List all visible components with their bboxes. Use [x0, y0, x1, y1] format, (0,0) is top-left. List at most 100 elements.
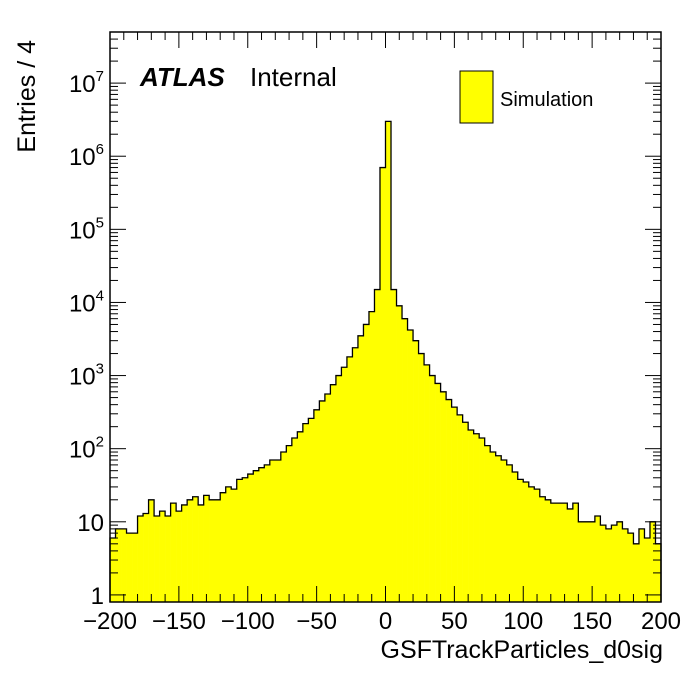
- histogram-bar: [187, 499, 193, 602]
- histogram-bar: [363, 324, 370, 602]
- histogram-bar: [446, 399, 452, 602]
- histogram-bar: [523, 482, 530, 602]
- histogram-bar: [181, 504, 188, 602]
- histogram-bar: [236, 479, 243, 602]
- labels-layer: −200 −150 −100 −50 0 50 100 150 200 1 10 102 103 104 1…: [69, 68, 681, 635]
- histogram-bar: [528, 486, 535, 602]
- histogram-bar: [506, 464, 513, 602]
- histogram-bar: [462, 422, 469, 602]
- histogram-bar: [457, 414, 463, 602]
- histogram-bar: [357, 335, 364, 602]
- histogram-bar: [473, 433, 480, 602]
- histogram-bar: [396, 305, 403, 602]
- histogram-bar: [253, 470, 260, 602]
- histogram-bar: [402, 318, 408, 602]
- histogram-bar: [594, 516, 601, 602]
- histogram-bar: [242, 477, 249, 602]
- histogram-bar: [385, 121, 392, 602]
- histogram-bar: [324, 393, 331, 602]
- ticks-layer: [109, 31, 662, 602]
- histogram-bar: [297, 431, 304, 602]
- histogram-bar: [440, 391, 447, 602]
- x-tick-label: −150: [152, 608, 206, 635]
- x-axis-label: GSFTrackParticles_d0sig: [381, 636, 664, 664]
- histogram-bar: [512, 471, 519, 602]
- histogram-bar: [209, 499, 215, 602]
- histogram-bar: [170, 503, 177, 602]
- histogram-bar: [214, 499, 221, 602]
- histogram-bar: [176, 511, 182, 602]
- histogram-bar: [374, 289, 381, 602]
- histogram-bar: [451, 407, 458, 602]
- histogram-bar: [148, 499, 155, 602]
- histogram-outline: [109, 120, 662, 602]
- histogram-bar: [258, 467, 265, 602]
- histogram-bar: [616, 521, 623, 602]
- y-tick-label: 106: [69, 141, 104, 171]
- histogram-bar: [291, 438, 298, 602]
- histogram-bar: [633, 543, 640, 602]
- histogram-bar: [534, 489, 541, 602]
- histogram-bar: [275, 460, 282, 602]
- histogram-bar: [545, 499, 552, 602]
- histogram-bar: [468, 430, 474, 602]
- histogram-bar: [225, 486, 232, 602]
- histogram-bar: [220, 492, 227, 602]
- histogram-bar: [192, 496, 199, 602]
- histogram-bar: [264, 464, 271, 602]
- histogram-bar: [622, 528, 629, 602]
- histogram-bar: [611, 525, 618, 602]
- histogram-bar: [368, 311, 375, 602]
- y-tick-label: 104: [69, 287, 104, 317]
- atlas-label: ATLAS: [139, 62, 225, 92]
- histogram-bar: [269, 460, 276, 602]
- histogram-bar: [247, 474, 254, 602]
- histogram-bar: [556, 503, 563, 602]
- histogram-bar: [137, 516, 144, 602]
- histogram-bar: [407, 330, 414, 602]
- histogram-bar: [429, 375, 436, 602]
- histogram-bar: [424, 364, 430, 602]
- atlas-sublabel: Internal: [250, 62, 337, 92]
- histogram-bar: [627, 533, 634, 602]
- histogram-bar: [154, 516, 160, 602]
- histogram-bar: [330, 384, 337, 602]
- histogram-bar: [583, 521, 590, 602]
- x-tick-label: 100: [503, 608, 543, 635]
- histogram-bar: [638, 528, 645, 602]
- histogram-bar: [605, 528, 612, 602]
- y-tick-label: 1: [91, 583, 104, 610]
- histogram-bar: [391, 289, 397, 602]
- y-axis-label: Entries / 4: [13, 40, 41, 153]
- histogram-bar: [567, 508, 574, 602]
- histogram-bar: [600, 525, 607, 602]
- x-tick-label: 0: [379, 608, 392, 635]
- histogram-bar: [110, 538, 116, 602]
- histogram-bar: [132, 533, 138, 602]
- histogram-bar: [413, 340, 419, 602]
- histogram-bar: [649, 521, 656, 602]
- histogram-bar: [335, 375, 342, 602]
- histogram-bar: [308, 418, 315, 602]
- histogram-bar: [550, 503, 557, 602]
- histogram-bar: [126, 533, 133, 602]
- histogram-bar: [561, 503, 568, 602]
- histogram-bar: [490, 452, 496, 602]
- x-tick-label: 150: [572, 608, 612, 635]
- histogram-bar: [484, 445, 491, 602]
- bars-layer: [109, 120, 662, 603]
- histogram-bar: [231, 489, 238, 602]
- y-tick-label: 10: [77, 510, 104, 537]
- histogram-bar: [313, 409, 320, 602]
- histogram-bar: [346, 356, 353, 602]
- x-tick-label: −200: [83, 608, 137, 635]
- legend-entry-simulation: Simulation: [500, 89, 593, 111]
- y-tick-label: 107: [69, 68, 104, 98]
- histogram-bar: [203, 495, 210, 602]
- x-tick-label: −50: [296, 608, 337, 635]
- x-tick-label: 50: [441, 608, 468, 635]
- histogram-bar: [644, 538, 651, 602]
- y-tick-label: 105: [69, 214, 104, 244]
